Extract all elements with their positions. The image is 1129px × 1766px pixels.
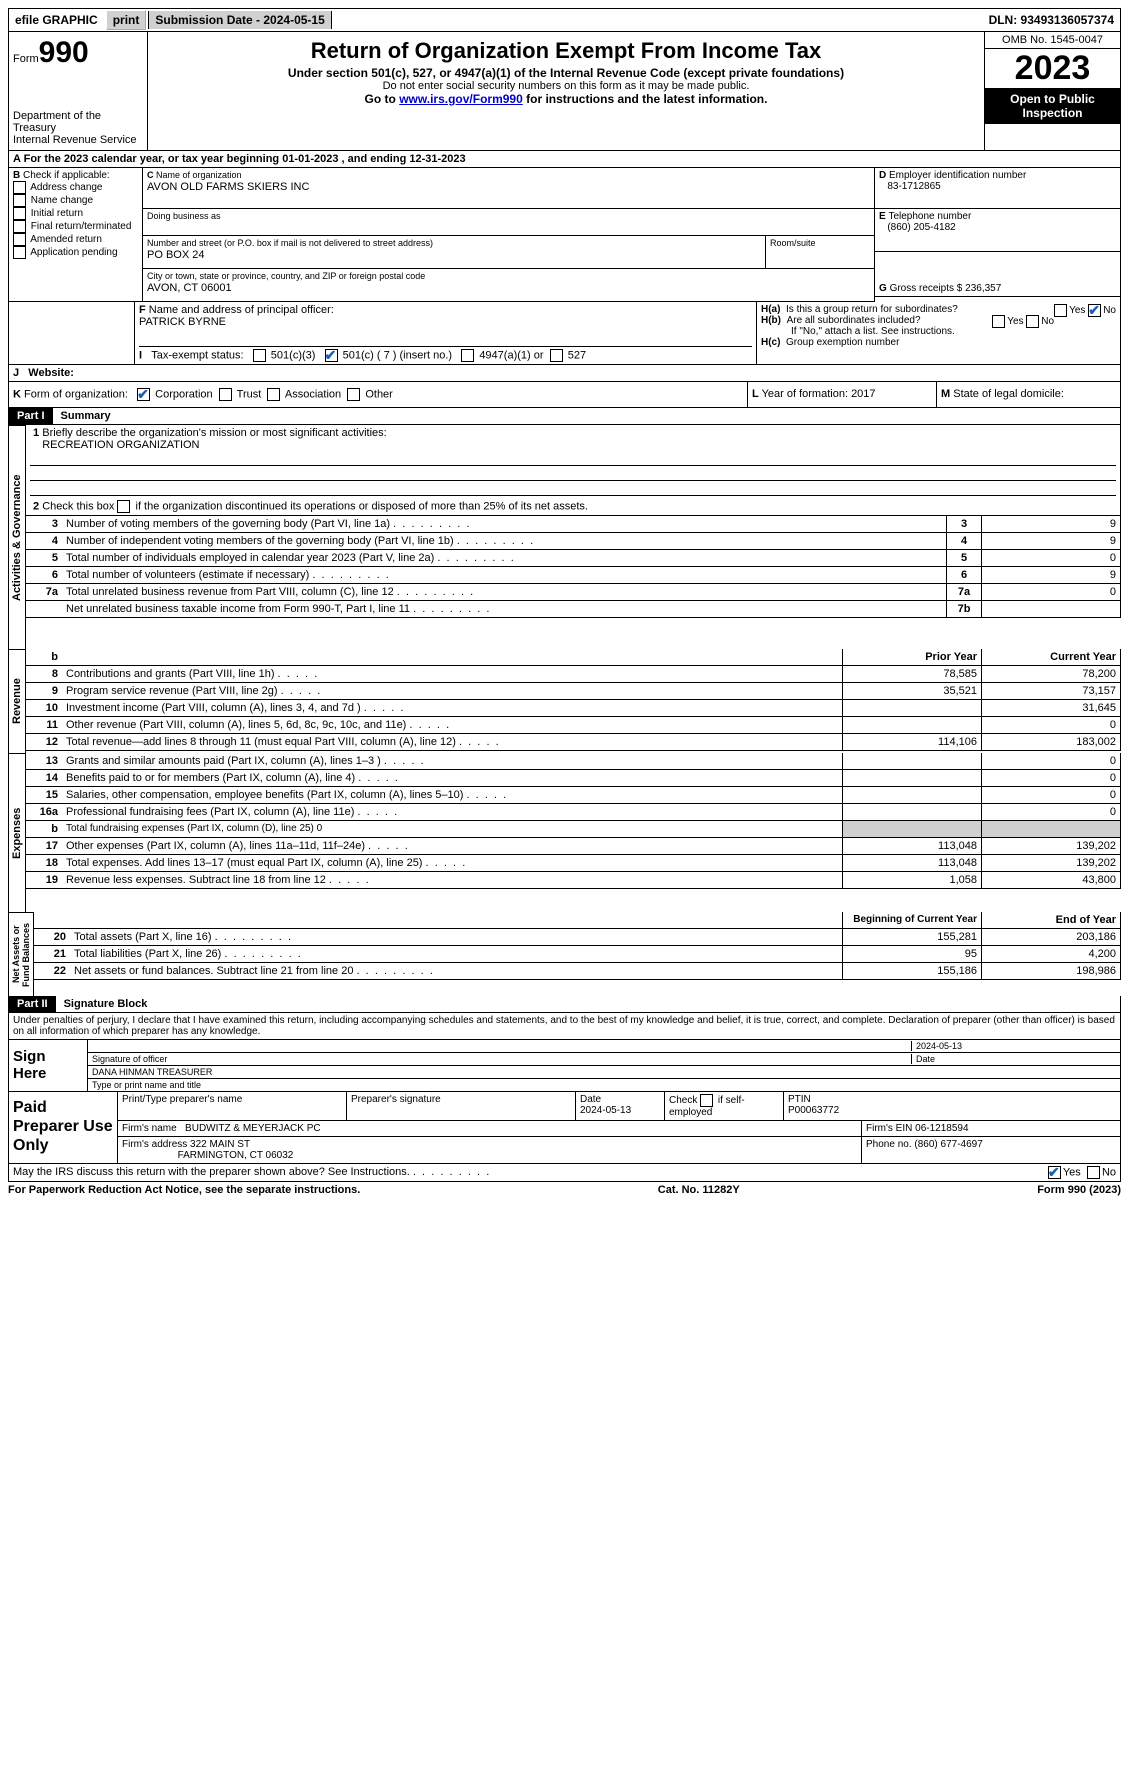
discuss-row: May the IRS discuss this return with the… [8, 1164, 1121, 1182]
cb-address-change[interactable] [13, 181, 26, 194]
open-inspection: Open to Public Inspection [985, 88, 1120, 124]
submission-date: Submission Date - 2024-05-15 [148, 11, 331, 29]
cb-other[interactable] [347, 388, 360, 401]
f-h-block: F Name and address of principal officer:… [8, 302, 1121, 365]
perjury-declaration: Under penalties of perjury, I declare th… [8, 1013, 1121, 1040]
form-label: Form [13, 53, 39, 65]
part1-header: Part I Summary [8, 408, 1121, 425]
sign-here: Sign Here 2024-05-13 Signature of office… [8, 1040, 1121, 1092]
irs-link[interactable]: www.irs.gov/Form990 [399, 92, 523, 106]
firm-name: BUDWITZ & MEYERJACK PC [185, 1123, 321, 1134]
footer: For Paperwork Reduction Act Notice, see … [8, 1182, 1121, 1196]
col-b-checkboxes: B Check if applicable: Address change Na… [8, 168, 143, 302]
firm-addr1: 322 MAIN ST [190, 1139, 250, 1150]
cb-final-return-terminated[interactable] [13, 220, 26, 233]
form-title: Return of Organization Exempt From Incom… [152, 38, 980, 64]
irs-label: Internal Revenue Service [13, 134, 143, 146]
netassets-section: Net Assets or Fund Balances Beginning of… [8, 912, 1121, 996]
line-a: A For the 2023 calendar year, or tax yea… [8, 151, 1121, 168]
dept-treasury: Department of the Treasury [13, 110, 143, 134]
gov-5: 0 [981, 550, 1120, 566]
firm-phone: (860) 677-4697 [914, 1139, 982, 1150]
paid-preparer: Paid Preparer Use Only Print/Type prepar… [8, 1092, 1121, 1164]
topbar: efile GRAPHIC print Submission Date - 20… [8, 8, 1121, 32]
print-button[interactable]: print [106, 10, 147, 30]
dln: DLN: 93493136057374 [983, 11, 1120, 29]
gov-7a: 0 [981, 584, 1120, 600]
efile-label: efile GRAPHIC [9, 11, 104, 29]
cb-amended-return[interactable] [13, 233, 26, 246]
omb-number: OMB No. 1545-0047 [985, 32, 1120, 49]
gov-4: 9 [981, 533, 1120, 549]
gross-receipts: 236,357 [965, 283, 1001, 294]
street: PO BOX 24 [147, 249, 204, 261]
gov-6: 9 [981, 567, 1120, 583]
cb-initial-return[interactable] [13, 207, 26, 220]
gov-7b [981, 601, 1120, 617]
cb-name-change[interactable] [13, 194, 26, 207]
sig-date: 2024-05-13 [911, 1041, 1116, 1051]
hb-yes[interactable] [992, 315, 1005, 328]
part2-header: Part II Signature Block [8, 996, 1121, 1013]
form-number: 990 [39, 36, 89, 69]
cb-self-employed[interactable] [700, 1094, 713, 1107]
subtitle-2: Do not enter social security numbers on … [152, 80, 980, 92]
cb-corp[interactable] [137, 388, 150, 401]
ha-yes[interactable] [1054, 304, 1067, 317]
ein: 83-1712865 [887, 181, 940, 192]
gov-3: 9 [981, 516, 1120, 532]
klm-row: K Form of organization: Corporation Trus… [8, 382, 1121, 408]
cb-501c3[interactable] [253, 349, 266, 362]
ha-no[interactable] [1088, 304, 1101, 317]
officer-name: DANA HINMAN TREASURER [92, 1067, 212, 1077]
cb-application-pending[interactable] [13, 246, 26, 259]
form-header: Form990 Department of the Treasury Inter… [8, 32, 1121, 151]
mission: RECREATION ORGANIZATION [42, 439, 199, 451]
expenses-section: Expenses 13Grants and similar amounts pa… [8, 753, 1121, 912]
principal-officer: PATRICK BYRNE [139, 316, 226, 328]
city: AVON, CT 06001 [147, 282, 232, 294]
discuss-no[interactable] [1087, 1166, 1100, 1179]
revenue-section: Revenue bPrior YearCurrent Year 8Contrib… [8, 649, 1121, 753]
subtitle-1: Under section 501(c), 527, or 4947(a)(1)… [152, 66, 980, 80]
cb-discontinued[interactable] [117, 500, 130, 513]
firm-addr2: FARMINGTON, CT 06032 [178, 1150, 294, 1161]
cb-assoc[interactable] [267, 388, 280, 401]
prep-date: 2024-05-13 [580, 1105, 631, 1116]
discuss-yes[interactable] [1048, 1166, 1061, 1179]
year-formation: 2017 [851, 388, 875, 400]
entity-block: B Check if applicable: Address change Na… [8, 168, 1121, 302]
activities-governance: Activities & Governance 1 Briefly descri… [8, 425, 1121, 649]
org-name: AVON OLD FARMS SKIERS INC [147, 181, 309, 193]
firm-ein: 06-1218594 [915, 1123, 968, 1134]
phone: (860) 205-4182 [887, 222, 955, 233]
ptin: P00063772 [788, 1105, 839, 1116]
cb-501c[interactable] [325, 349, 338, 362]
cb-4947[interactable] [461, 349, 474, 362]
hb-no[interactable] [1026, 315, 1039, 328]
cb-trust[interactable] [219, 388, 232, 401]
cb-527[interactable] [550, 349, 563, 362]
tax-year: 2023 [985, 49, 1120, 88]
